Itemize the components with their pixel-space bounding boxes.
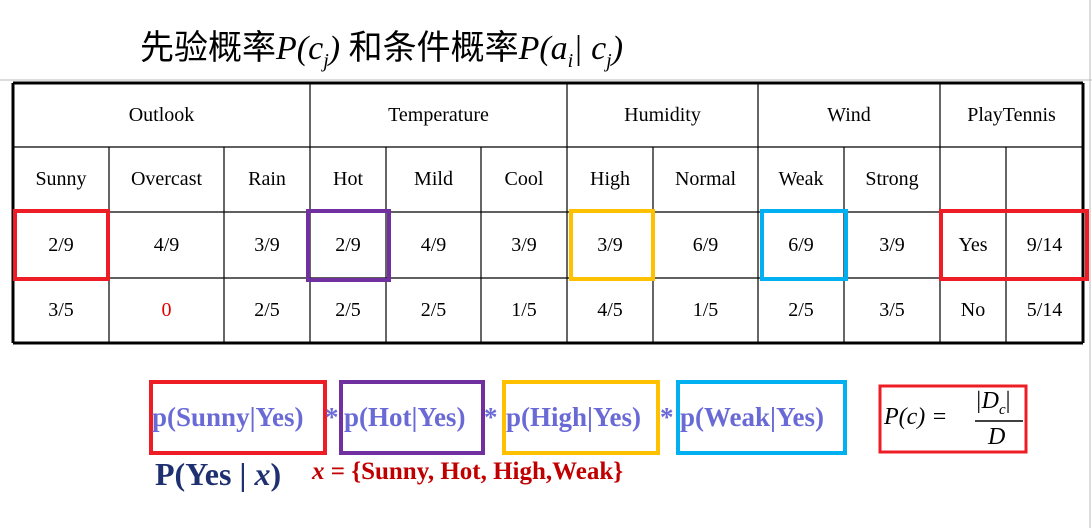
title-sub: j xyxy=(606,49,612,72)
table-cell: 2/5 xyxy=(335,299,361,321)
table-cell: Cool xyxy=(504,168,544,190)
title-sub: i xyxy=(567,49,574,72)
title-text: 先验概率 xyxy=(140,30,276,67)
table-cell: Normal xyxy=(674,168,737,190)
table-cell: 2/5 xyxy=(420,299,447,321)
table-cell: Overcast xyxy=(130,168,203,190)
highlight-box xyxy=(339,380,485,455)
table-cell: 2/5 xyxy=(254,299,280,321)
table-cell: 3/5 xyxy=(879,299,905,321)
title-text: 和条件概率 xyxy=(340,30,519,67)
table-cell: 3/9 xyxy=(254,233,280,256)
sample: x = {Sunny, Hot, High,Weak} xyxy=(312,458,623,486)
title: 先验概率P(cj) 和条件概率P(ai| cj) xyxy=(140,20,623,73)
formula-term: p(Weak|Yes) xyxy=(680,402,824,432)
table-cell: Weak xyxy=(778,168,824,190)
table-cell: High xyxy=(590,168,630,190)
table-cell: Outlook xyxy=(128,103,195,126)
table-cell: 2/9 xyxy=(48,233,74,256)
table-cell: Sunny xyxy=(35,168,87,190)
title-text: P(c xyxy=(276,30,324,67)
table-cell: Humidity xyxy=(624,103,701,126)
highlight-box xyxy=(676,380,847,455)
sample-var: x xyxy=(312,458,325,485)
highlight-box xyxy=(569,209,655,281)
highlight-box xyxy=(939,209,1089,281)
table-cell: Rain xyxy=(248,168,286,190)
table-cell: Wind xyxy=(827,103,871,126)
table-cell: 3/9 xyxy=(879,233,905,256)
prior-formula: P(c) = xyxy=(884,404,948,431)
table-cell: 3/5 xyxy=(48,299,74,321)
table-cell: Temperature xyxy=(388,103,489,126)
prior-num-sub: c xyxy=(998,401,1006,418)
prior-lhs: P(c) = xyxy=(884,404,948,430)
formula-op: * xyxy=(484,402,498,432)
table-cell: 1/5 xyxy=(692,299,719,321)
table-cell: Yes xyxy=(958,233,988,256)
table-cell: 3/9 xyxy=(597,233,623,256)
highlight-box xyxy=(13,209,110,281)
table-cell: 4/5 xyxy=(597,299,623,321)
highlight-box xyxy=(149,380,327,455)
posterior-text: P(Yes | xyxy=(155,456,255,492)
table-cell: 2/5 xyxy=(788,299,814,321)
highlight-box xyxy=(502,380,660,455)
posterior: P(Yes | x) xyxy=(155,456,281,493)
title-text: | c xyxy=(573,30,607,67)
title-text: P(a xyxy=(518,30,568,67)
posterior-var: x xyxy=(254,456,271,492)
highlight-box xyxy=(306,209,391,282)
table-cell: PlayTennis xyxy=(967,103,1056,126)
table-cell: 9/14 xyxy=(1026,233,1063,256)
prior-num: |Dc| xyxy=(975,388,1010,419)
posterior-text: ) xyxy=(270,456,282,492)
title-text: ) xyxy=(611,30,624,67)
table-cell: 6/9 xyxy=(788,233,814,256)
table-cell: 5/14 xyxy=(1026,299,1063,321)
prior-num-text: |D xyxy=(975,388,999,414)
prior-den: D xyxy=(988,424,1006,450)
table-cell: 4/9 xyxy=(420,233,447,256)
highlight-box xyxy=(878,384,1028,454)
table-cell: Mild xyxy=(414,168,453,190)
title-sub: j xyxy=(323,49,329,72)
formula-term: p(High|Yes) xyxy=(506,402,641,432)
formula-op: * xyxy=(325,402,339,432)
table-cell: Hot xyxy=(333,168,363,190)
table-cell: Strong xyxy=(865,168,919,190)
table-cell: 0 xyxy=(161,299,172,321)
table-cell: 6/9 xyxy=(692,233,719,256)
sample-set: = {Sunny, Hot, High,Weak} xyxy=(324,458,624,485)
table-cell: No xyxy=(960,299,986,321)
formula-term: p(Hot|Yes) xyxy=(344,402,466,432)
formula-term: p(Sunny|Yes) xyxy=(152,402,304,432)
title-text: ) xyxy=(328,30,341,67)
table-cell: 3/9 xyxy=(511,233,537,256)
formula-op: * xyxy=(660,402,674,432)
prior-num-bar: | xyxy=(1005,388,1011,414)
table-cell: 4/9 xyxy=(153,233,180,256)
highlight-box xyxy=(760,209,848,281)
table-cell: 2/9 xyxy=(335,233,361,256)
table-cell: 1/5 xyxy=(511,299,537,321)
